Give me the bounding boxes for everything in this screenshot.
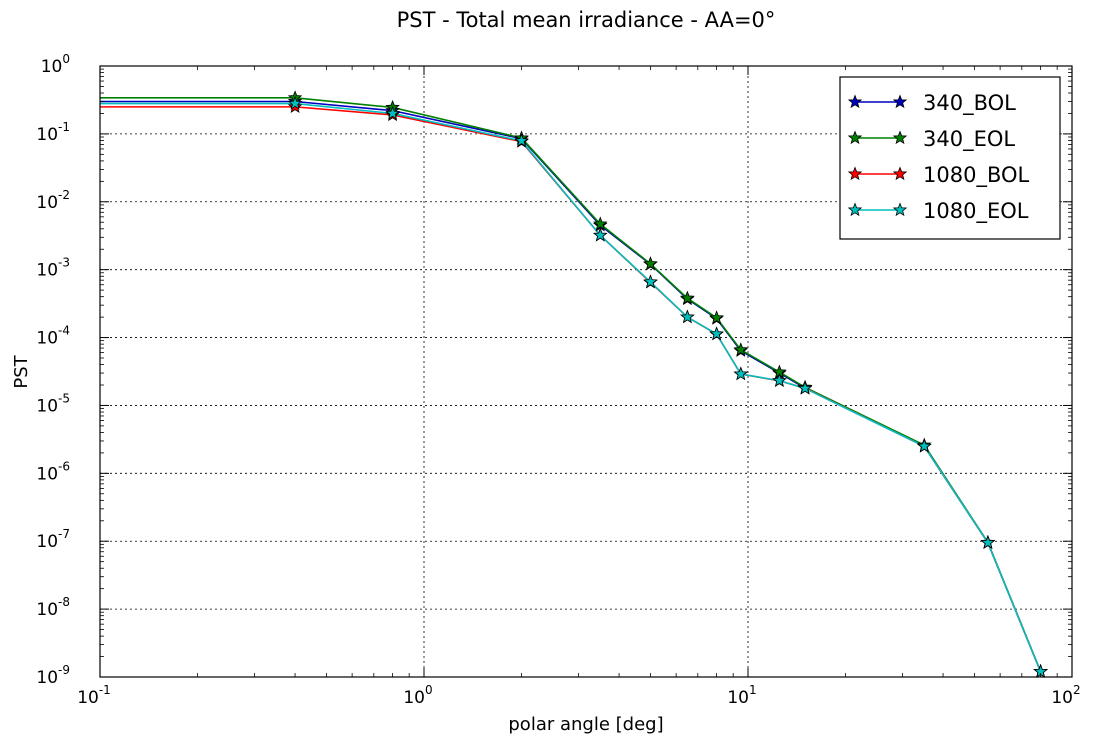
data-point-1080_EOL	[772, 373, 787, 387]
y-axis-label: PST	[11, 354, 32, 388]
legend-marker	[847, 94, 863, 109]
y-tick-label: 10-2	[36, 188, 70, 213]
legend-item-340_EOL: 340_EOL	[847, 127, 1015, 152]
legend-marker	[892, 130, 908, 145]
y-tick-label: 10-7	[36, 527, 70, 552]
x-tick-label: 100	[403, 683, 432, 708]
data-point-1080_EOL	[733, 366, 749, 381]
series-layer	[100, 90, 1048, 678]
legend-marker	[892, 202, 908, 217]
y-tick-label: 100	[41, 52, 70, 77]
legend-box	[839, 76, 1061, 240]
legend-marker	[847, 130, 863, 145]
y-tick-label: 10-9	[36, 663, 70, 688]
x-tick-label: 102	[1051, 683, 1080, 708]
data-point-1080_EOL	[980, 535, 996, 549]
y-tick-label: 10-3	[36, 256, 70, 281]
x-tick-label: 10-1	[77, 683, 111, 708]
legend: 340_BOL 340_EOL 1080_BOL 1080_EOL	[839, 76, 1061, 240]
legend-marker	[847, 202, 863, 217]
legend-item-1080_EOL: 1080_EOL	[847, 199, 1029, 224]
data-point-1080_EOL	[797, 380, 813, 395]
data-point-340_EOL	[733, 342, 749, 356]
data-point-1080_EOL	[643, 274, 658, 289]
data-point-1080_EOL	[287, 95, 303, 110]
series-line-1080_EOL	[100, 102, 1042, 672]
legend-marker	[892, 166, 908, 181]
data-point-1080_EOL	[514, 133, 529, 147]
legend-marker	[847, 166, 863, 181]
y-tick-label: 10-6	[36, 459, 70, 484]
y-tick-label: 10-5	[36, 391, 70, 416]
data-point-340_EOL	[643, 256, 658, 270]
legend-label: 1080_EOL	[923, 199, 1029, 224]
tick-labels: 10-1 100 101 102 100 10-1 10-2 10-3 10-4 10-5 10-6…	[36, 52, 1080, 708]
data-point-1080_EOL	[680, 309, 695, 324]
legend-marker	[892, 94, 908, 109]
legend-label: 1080_BOL	[923, 163, 1030, 188]
legend-label: 340_BOL	[923, 91, 1016, 116]
chart-title: PST - Total mean irradiance - AA=0°	[397, 8, 776, 32]
tick-marks	[99, 65, 1073, 678]
data-point-1080_EOL	[709, 326, 724, 341]
legend-item-1080_BOL: 1080_BOL	[847, 163, 1030, 188]
legend-item-340_BOL: 340_BOL	[847, 91, 1016, 116]
plot-frame	[99, 65, 1073, 678]
y-tick-label: 10-8	[36, 595, 70, 620]
y-tick-label: 10-4	[36, 324, 70, 349]
data-point-340_EOL	[593, 216, 608, 231]
x-tick-label: 101	[727, 683, 756, 708]
series-line-340_EOL	[100, 97, 1042, 672]
y-tick-label: 10-1	[36, 120, 70, 145]
legend-label: 340_EOL	[923, 127, 1015, 152]
data-point-340_EOL	[709, 310, 724, 325]
legend-items: 340_BOL 340_EOL 1080_BOL 1080_EOL	[847, 91, 1030, 224]
data-point-340_EOL	[680, 290, 695, 305]
data-point-1080_EOL	[917, 438, 932, 453]
data-point-1080_EOL	[385, 105, 400, 120]
x-axis-label: polar angle [deg]	[508, 714, 663, 735]
data-point-1080_EOL	[593, 227, 608, 242]
